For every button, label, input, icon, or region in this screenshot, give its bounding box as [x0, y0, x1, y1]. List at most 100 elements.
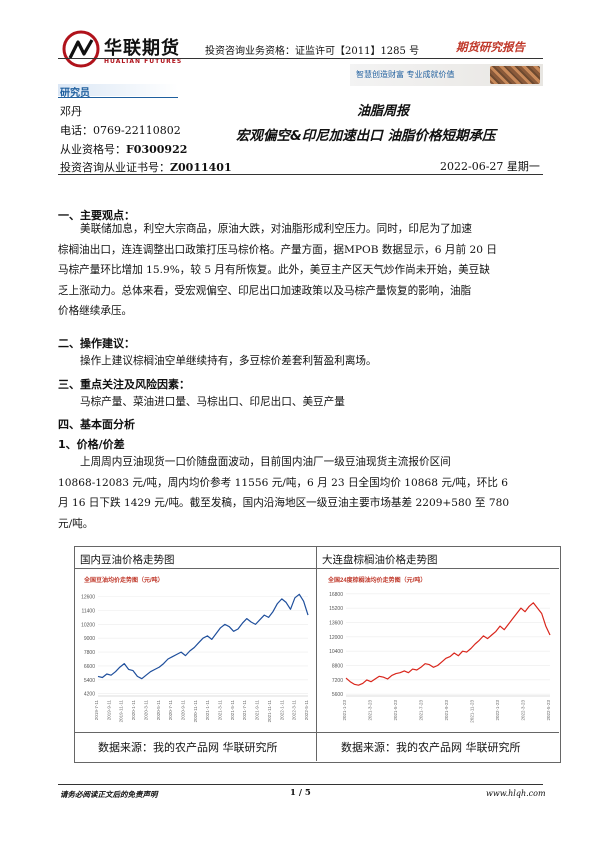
chart-table-header-rule	[74, 568, 559, 569]
x-tick-label: 2021-11-23	[470, 700, 475, 723]
x-tick-label: 2022-5-11	[304, 700, 309, 721]
left-chart-source: 数据来源：我的农产品网 华联研究所	[98, 741, 278, 754]
right-chart-caption: 大连盘棕榈油价格走势图	[322, 554, 438, 566]
qualification-label: 从业资格号：	[60, 143, 126, 156]
x-tick-label: 2021-7-11	[242, 700, 247, 721]
subsection-heading: 1、价格/价差	[58, 438, 125, 451]
analyst-header-bar	[58, 84, 178, 96]
report-type: 期货研究报告	[456, 40, 525, 54]
analyst-name: 邓丹	[60, 105, 82, 118]
paragraph-line: 价格继续承压。	[58, 305, 133, 317]
analyst-section-title: 研究员	[60, 88, 90, 99]
chart-inner-title: 全国24度棕榈油均价走势图（元/吨）	[327, 576, 426, 584]
y-tick-label: 15200	[329, 606, 343, 612]
x-tick-label: 2020-11-11	[193, 700, 198, 723]
chart-table-source-rule	[74, 732, 559, 733]
operation-advice: 操作上建议棕榈油空单继续持有，多豆棕价差套利暂盈利离场。	[58, 351, 528, 372]
paragraph-line: 操作上建议棕榈油空单继续持有，多豆棕价差套利暂盈利离场。	[80, 355, 377, 367]
x-tick-label: 2019-11-11	[119, 700, 124, 723]
x-tick-label: 2022-5-23	[546, 700, 551, 721]
main-view-paragraph: 美联储加息，利空大宗商品，原油大跌，对油脂形成利空压力。同时，印尼为了加速 棕榈…	[58, 219, 528, 322]
chart-inner-title: 全国豆油均价走势图（元/吨）	[83, 576, 164, 584]
y-tick-label: 7200	[332, 678, 343, 684]
report-subtitle: 宏观偏空&印尼加速出口 油脂价格短期承压	[236, 128, 496, 144]
risk-factors: 马棕产量、菜油进口量、马棕出口、印尼出口、美豆产量	[58, 392, 528, 413]
x-tick-label: 2021-1-11	[205, 700, 210, 721]
y-tick-label: 5600	[332, 692, 343, 698]
paragraph-line: 马棕产量环比增加 15.9%，较 5 月有所恢复。此外，美豆主产区天气炒作尚未开…	[58, 264, 490, 276]
chart-table	[74, 546, 561, 763]
y-tick-label: 10400	[329, 649, 343, 655]
section-heading-4: 四、基本面分析	[58, 418, 135, 431]
x-tick-label: 2020-9-11	[180, 700, 185, 721]
brand-name-en: HUALIAN FUTURES	[104, 58, 183, 65]
advisor-number: Z0011401	[170, 161, 232, 174]
header-divider	[58, 58, 543, 59]
y-tick-label: 4200	[84, 692, 95, 698]
y-tick-label: 9000	[84, 636, 95, 642]
right-chart-source: 数据来源：我的农产品网 华联研究所	[341, 741, 521, 754]
analyst-qualification: 从业资格号：F0300922	[60, 141, 187, 157]
analyst-advisor-cert: 投资咨询从业证书号：Z0011401	[60, 159, 232, 175]
x-tick-label: 2021-5-11	[230, 700, 235, 721]
paragraph-line: 美联储加息，利空大宗商品，原油大跌，对油脂形成利空压力。同时，印尼为了加速	[80, 223, 472, 235]
section-heading-2: 二、操作建议：	[58, 337, 135, 350]
footer-url: www.hlqh.com	[486, 789, 546, 798]
y-tick-label: 12600	[81, 595, 95, 601]
x-tick-label: 2021-3-23	[368, 700, 373, 721]
palm-oil-chart: 全国24度棕榈油均价走势图（元/吨） 16800 15200 13600 12000 1…	[320, 572, 556, 730]
paragraph-line: 月 16 日下跌 1429 元/吨。截至发稿，国内沿海地区一级豆油主要市场基差 …	[58, 497, 510, 509]
license-info: 投资咨询业务资格：证监许可【2011】1285 号	[205, 46, 420, 57]
company-logo: 华联期货 HUALIAN FUTURES	[62, 30, 182, 74]
slogan-image	[490, 66, 540, 84]
slogan-banner: 智慧创造财富 专业成就价值	[350, 64, 543, 86]
report-title: 油脂周报	[357, 104, 410, 119]
x-tick-label: 2020-1-11	[131, 700, 136, 721]
title-divider	[58, 174, 543, 175]
y-tick-label: 5400	[84, 678, 95, 684]
slogan-text: 智慧创造财富 专业成就价值	[356, 70, 455, 79]
qualification-number: F0300922	[126, 143, 188, 156]
soybean-oil-chart: 全国豆油均价走势图（元/吨） 12600 11400 10200 9000 7800 66…	[76, 572, 314, 730]
paragraph-line: 乏上涨动力。总体来看，受宏观偏空、印尼出口加速政策以及马棕产量恢复的影响，油脂	[58, 284, 472, 297]
logo-emblem-icon	[62, 30, 100, 68]
y-tick-label: 13600	[329, 620, 343, 626]
y-tick-label: 16800	[329, 592, 343, 598]
y-tick-label: 8800	[332, 664, 343, 670]
analyst-underline	[58, 97, 178, 98]
y-tick-label: 12000	[329, 635, 343, 641]
y-tick-label: 7800	[84, 650, 95, 656]
y-tick-label: 10200	[81, 622, 95, 628]
advisor-label: 投资咨询从业证书号：	[60, 161, 170, 174]
paragraph-line: 上周周内豆油现货一口价随盘面波动，目前国内油厂一级豆油现货主流报价区间	[80, 456, 451, 468]
x-tick-label: 2021-1-23	[342, 700, 347, 721]
brand-name-cn: 华联期货	[104, 38, 180, 59]
section-heading-1: 一、主要观点：	[58, 209, 135, 222]
y-tick-label: 6600	[84, 664, 95, 670]
page-number: 1 / 5	[290, 788, 311, 798]
series-line	[97, 593, 309, 680]
x-tick-label: 2021-9-23	[444, 700, 449, 721]
x-tick-label: 2021-5-23	[393, 700, 398, 721]
x-tick-label: 2020-5-11	[156, 700, 161, 721]
paragraph-line: 10868-12083 元/吨，周内均价参考 11556 元/吨，6 月 23 …	[58, 476, 509, 489]
paragraph-line: 马棕产量、菜油进口量、马棕出口、印尼出口、美豆产量	[80, 396, 345, 408]
x-tick-label: 2021-3-11	[218, 700, 223, 721]
x-tick-label: 2022-3-11	[292, 700, 297, 721]
x-tick-label: 2020-7-11	[168, 700, 173, 721]
footer-divider	[58, 784, 543, 785]
x-tick-label: 2019-9-11	[106, 700, 111, 721]
x-tick-label: 2020-3-11	[143, 700, 148, 721]
x-tick-label: 2021-11-11	[267, 700, 272, 723]
analyst-phone: 电话：0769-22110802	[60, 124, 181, 137]
footer-disclaimer: 请务必阅读正文后的免责声明	[60, 790, 158, 799]
section-heading-3: 三、重点关注及风险因素：	[58, 378, 190, 391]
price-analysis-paragraph: 上周周内豆油现货一口价随盘面波动，目前国内油厂一级豆油现货主流报价区间 1086…	[58, 452, 528, 534]
x-tick-label: 2021-9-11	[255, 700, 260, 721]
x-tick-label: 2021-7-23	[419, 700, 424, 721]
paragraph-line: 元/吨。	[58, 517, 94, 530]
x-tick-label: 2022-3-23	[521, 700, 526, 721]
series-line	[345, 602, 551, 686]
paragraph-line: 棕榈油出口，连连调整出口政策打压马棕价格。产量方面，据MPOB 数据显示，6 月…	[58, 243, 497, 256]
x-tick-label: 2019-7-11	[94, 700, 99, 721]
